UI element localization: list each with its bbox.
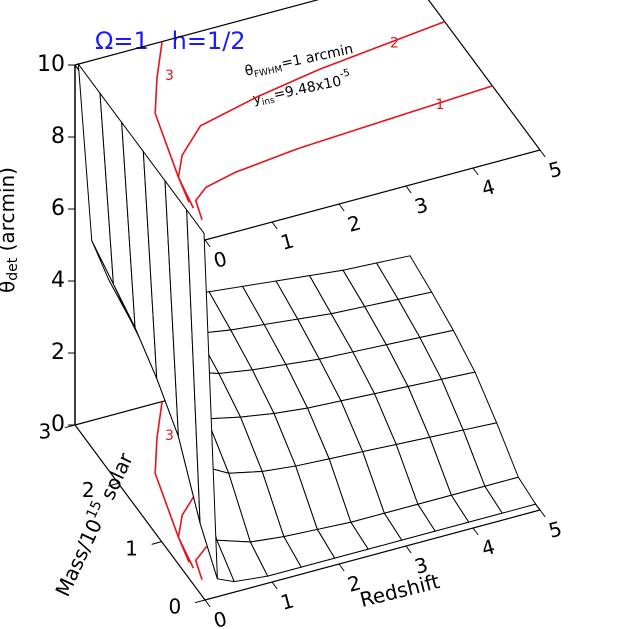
z-tick-label: 4	[51, 268, 65, 293]
x-tick	[204, 599, 211, 608]
y-tick-label: 2	[82, 478, 95, 502]
z-axis-label: θdet (arcmin)	[0, 167, 21, 293]
annotation-part: FWHM	[253, 64, 283, 80]
x-tick-label: 3	[412, 552, 431, 578]
annotation-part: ins	[261, 95, 276, 108]
y-axis-label-part: Mass/10	[50, 515, 107, 600]
x-tick-label: 5	[546, 156, 565, 182]
annotation-part: -5	[339, 67, 351, 80]
x-tick-label: 4	[479, 534, 498, 560]
x-tick	[472, 167, 479, 176]
x-tick-label: 2	[345, 210, 364, 236]
y-tick-label: 3	[38, 420, 51, 444]
x-tick-label: 0	[211, 606, 230, 629]
x-tick	[405, 185, 412, 194]
z-tick-label: 0	[51, 412, 65, 437]
y-axis-label: Mass/1015 solar	[49, 448, 138, 600]
z-tick-label: 10	[37, 52, 65, 77]
surface-cell	[186, 208, 218, 580]
x-tick	[271, 581, 278, 590]
annotation-part: θ	[243, 62, 255, 79]
z-axis-label-part: (arcmin)	[0, 167, 19, 258]
y-tick	[108, 482, 119, 487]
x-tick-label: 0	[211, 246, 230, 272]
x-tick	[271, 221, 278, 230]
z-tick-label: 8	[51, 124, 65, 149]
x-tick-label: 2	[345, 570, 364, 596]
contour-line	[154, 401, 195, 569]
contour-label: 3	[165, 428, 174, 444]
x-tick-label: 3	[412, 192, 431, 218]
contour-label: 1	[436, 97, 445, 113]
z-tick-label: 6	[51, 196, 65, 221]
z-tick-label: 2	[51, 340, 65, 365]
x-tick	[539, 149, 546, 158]
contour-label: 2	[390, 36, 399, 52]
z-axis-label-part: θ	[0, 281, 19, 293]
x-tick-label: 4	[479, 174, 498, 200]
annotation-part: =9.48x10	[272, 73, 343, 103]
y-tick-label: 1	[125, 536, 138, 560]
x-tick-label: 5	[546, 516, 565, 542]
x-tick-label: 1	[278, 228, 297, 254]
x-tick	[405, 545, 412, 554]
annotation-part: y	[251, 90, 262, 107]
contour-line	[154, 41, 195, 209]
x-tick-label: 1	[278, 588, 297, 614]
y-tick-label: 0	[168, 595, 181, 619]
annotation-part: =1 arcmin	[280, 41, 355, 72]
y-tick	[194, 599, 206, 604]
z-axis-label-part: det	[5, 257, 21, 281]
x-tick	[472, 527, 479, 536]
contour-label: 3	[165, 68, 174, 84]
x-tick	[338, 203, 345, 212]
chart-title: Ω=1 h=1/2	[95, 27, 246, 55]
y-tick	[151, 541, 162, 545]
x-tick	[204, 239, 211, 248]
x-tick	[338, 563, 345, 572]
plot: 12312300112233445501230246810	[37, 0, 564, 629]
x-tick	[539, 509, 546, 518]
contour-line	[177, 20, 445, 203]
contour-line	[194, 85, 493, 221]
y-axis-label-part: 15	[83, 498, 105, 521]
